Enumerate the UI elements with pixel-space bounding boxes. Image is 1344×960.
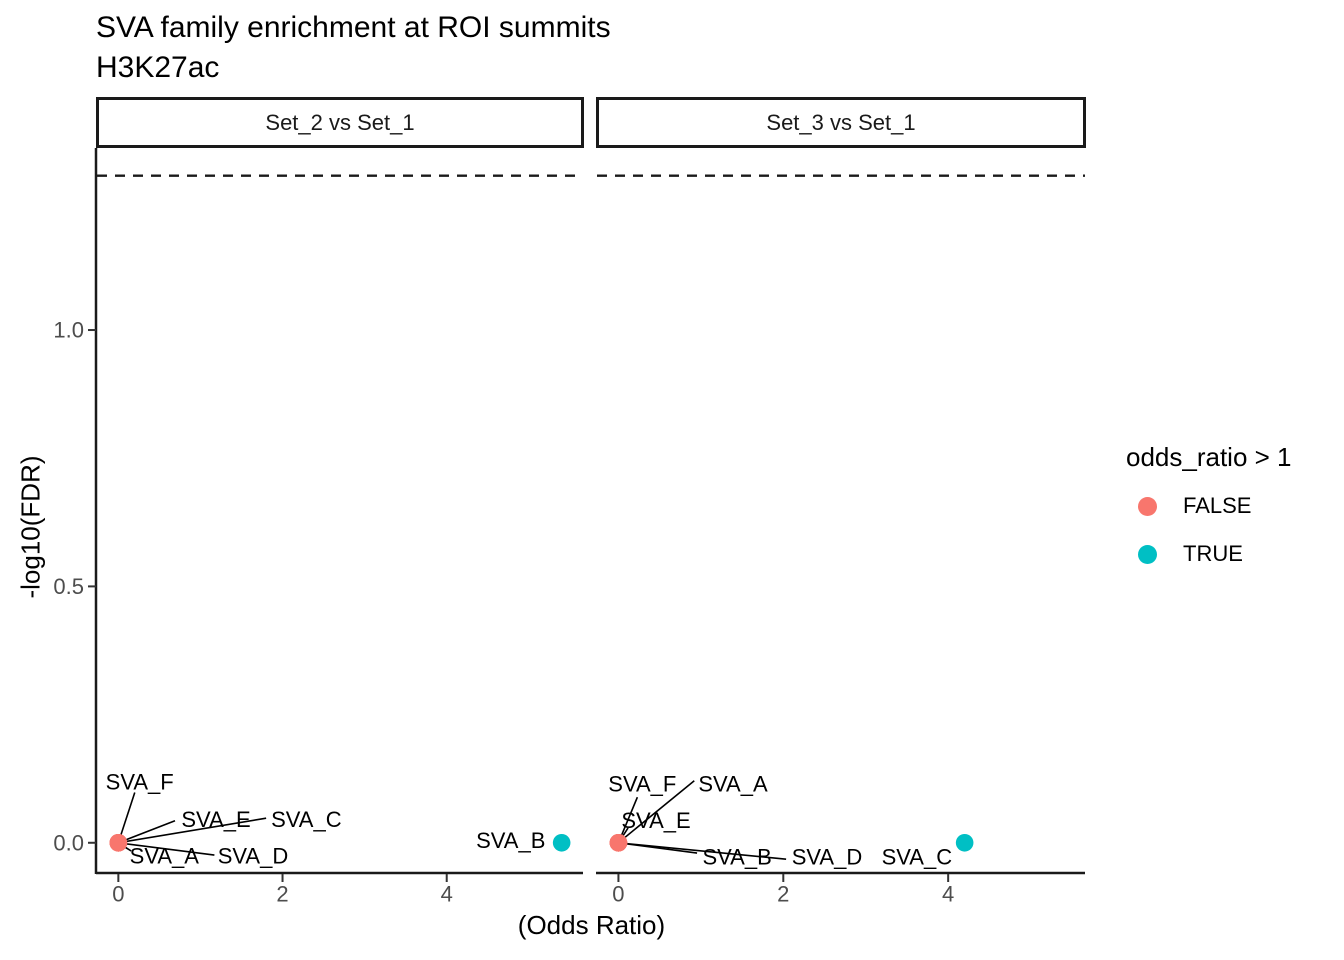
data-point-SVA_C [955,833,974,852]
x-tick-label: 4 [441,882,453,907]
x-tick-label: 2 [777,882,789,907]
point-label-SVA_D: SVA_D [792,845,863,870]
y-tick-label: 1.0 [53,318,84,343]
label-leader-line [118,819,176,844]
point-label-SVA_E: SVA_E [181,807,250,832]
facet-strip-label: Set_3 vs Set_1 [766,109,916,135]
label-leader-line [118,817,267,844]
data-point-SVA_B [552,833,571,852]
data-point-SVA_F [609,833,628,852]
point-label-SVA_C: SVA_C [882,845,953,870]
point-label-SVA_C: SVA_C [271,807,342,832]
y-tick-label: 0.5 [53,574,84,599]
point-label-SVA_D: SVA_D [218,844,289,869]
label-leader-line [617,780,695,844]
x-tick-label: 0 [612,882,624,907]
x-tick-label: 2 [276,882,288,907]
point-label-SVA_B: SVA_B [702,845,771,870]
legend: odds_ratio > 1 FALSE TRUE [1126,442,1292,589]
facet-strip-set3: Set_3 vs Set_1 [596,97,1086,148]
legend-item-false: FALSE [1126,493,1292,519]
point-label-SVA_F: SVA_F [608,771,676,796]
point-label-SVA_F: SVA_F [106,769,174,794]
x-tick-label: 4 [942,882,954,907]
label-leader-line [618,841,787,860]
facet-strip-set2: Set_2 vs Set_1 [96,97,584,148]
legend-key-false-dot [1138,496,1157,516]
point-label-SVA_E: SVA_E [621,808,690,833]
y-axis-title: -log10(FDR) [15,455,46,599]
legend-label-true: TRUE [1183,541,1243,566]
point-label-SVA_B: SVA_B [476,828,545,853]
data-point-SVA_F [109,833,128,852]
label-leader-line [118,841,215,856]
legend-title: odds_ratio > 1 [1126,442,1292,472]
chart-title: SVA family enrichment at ROI summits [96,11,611,44]
chart-subtitle: H3K27ac [96,51,220,84]
legend-key-true-dot [1138,544,1157,564]
point-label-SVA_A: SVA_A [698,771,768,796]
x-tick-label: 0 [112,882,124,907]
facet-strip-label: Set_2 vs Set_1 [265,109,415,135]
label-leader-line [117,792,136,844]
legend-item-true: TRUE [1126,541,1292,567]
point-label-SVA_A: SVA_A [130,844,200,869]
y-tick-label: 0.0 [53,830,84,855]
x-axis-title: (Odds Ratio) [517,910,666,940]
legend-label-false: FALSE [1183,493,1252,518]
